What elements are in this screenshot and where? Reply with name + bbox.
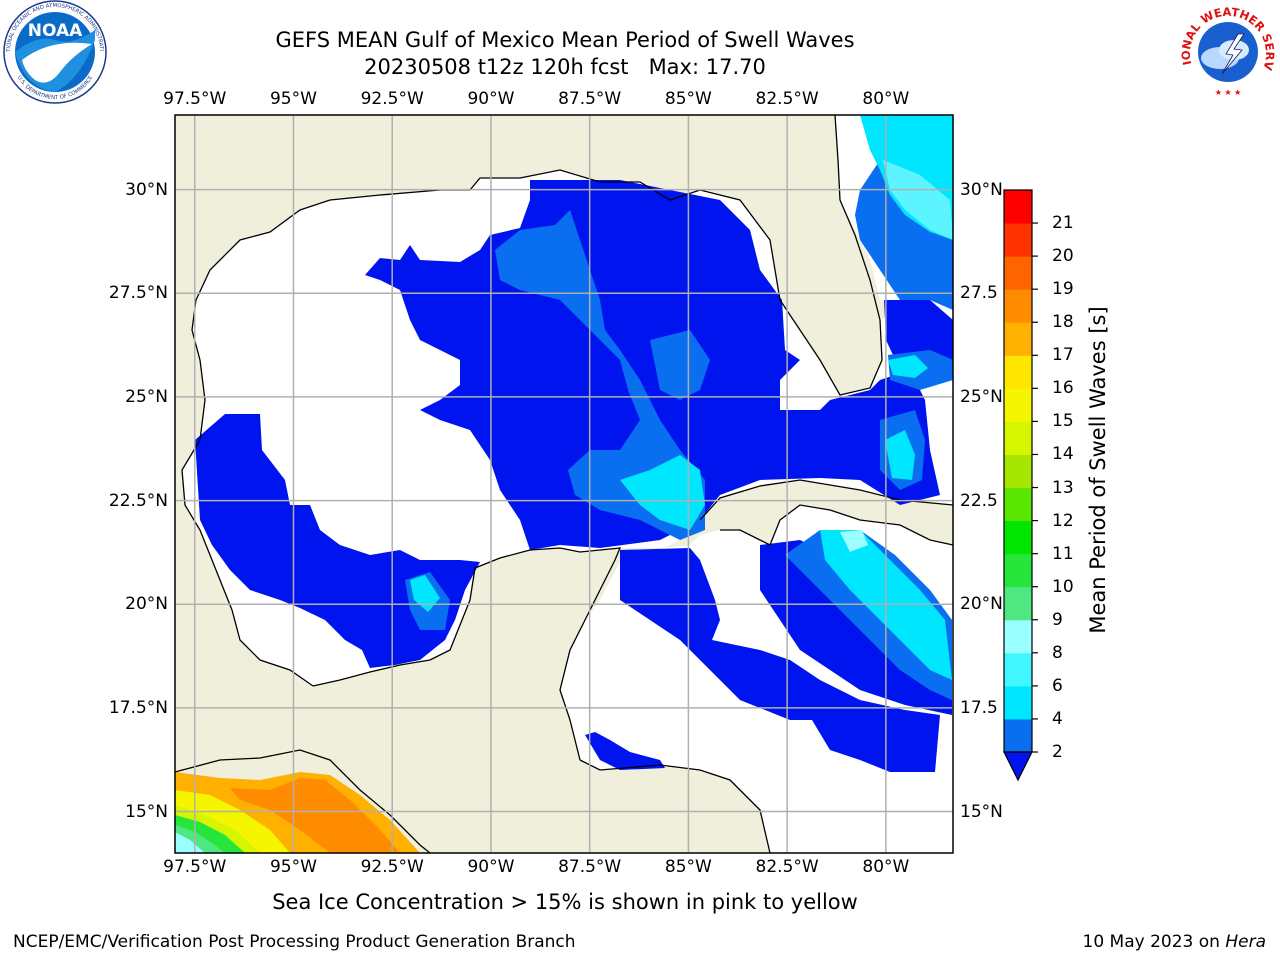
colorbar-segment xyxy=(1004,223,1032,257)
colorbar-tick-label: 4 xyxy=(1052,708,1063,729)
longitude-tick-label: 95°W xyxy=(269,89,317,109)
footer-organization: NCEP/EMC/Verification Post Processing Pr… xyxy=(13,932,576,952)
colorbar-tick-label: 21 xyxy=(1052,213,1074,234)
colorbar-tick-label: 8 xyxy=(1052,642,1063,663)
colorbar-tick-label: 6 xyxy=(1052,675,1063,696)
colorbar-tick-label: 12 xyxy=(1052,510,1074,531)
colorbar-segment xyxy=(1004,487,1032,522)
longitude-tick-label: 90°W xyxy=(467,89,515,109)
chart-title: GEFS MEAN Gulf of Mexico Mean Period of … xyxy=(275,28,855,52)
longitude-tick-label: 97.5°W xyxy=(163,857,227,877)
colorbar-tick-label: 13 xyxy=(1052,477,1074,498)
longitude-tick-label: 95°W xyxy=(269,857,317,877)
latitude-tick-label-right: 25°N xyxy=(960,386,1003,407)
footer-date: 10 May 2023 on xyxy=(1082,932,1220,952)
longitude-tick-label: 85°W xyxy=(664,857,712,877)
latitude-tick-label-left: 30°N xyxy=(125,179,168,200)
colorbar-segment xyxy=(1004,652,1032,687)
latitude-tick-label-right: 22.5 xyxy=(960,490,998,511)
longitude-tick-label: 92.5°W xyxy=(360,857,424,877)
sea-ice-note: Sea Ice Concentration > 15% is shown in … xyxy=(272,890,858,914)
colorbar-segment xyxy=(1004,421,1032,455)
latitude-tick-label-left: 17.5°N xyxy=(108,697,168,718)
nws-logo-icon: NATIONAL WEATHER SERVICE ★ ★ ★ xyxy=(1176,0,1277,99)
colorbar-segment xyxy=(1004,256,1032,290)
latitude-tick-label-left: 15°N xyxy=(125,801,168,822)
latitude-tick-label-left: 22.5°N xyxy=(108,490,168,511)
colorbar-tick-label: 20 xyxy=(1052,246,1074,267)
footer-host: Hera xyxy=(1225,932,1266,952)
noaa-logo-icon: NATIONAL OCEANIC AND ATMOSPHERIC ADMINIS… xyxy=(0,0,107,104)
longitude-tick-label: 85°W xyxy=(664,89,712,109)
pacific-swell-band xyxy=(175,772,420,853)
noaa-logo-text: NOAA xyxy=(28,21,83,41)
colorbar-extend-min xyxy=(1003,751,1033,782)
latitude-tick-label-left: 20°N xyxy=(125,594,168,615)
colorbar-tick-label: 2 xyxy=(1052,742,1063,762)
longitude-tick-label: 80°W xyxy=(862,89,910,109)
swell-period-6-9 xyxy=(840,160,953,552)
latitude-tick-label-right: 27.5 xyxy=(960,283,998,304)
latitude-tick-label-left: 27.5°N xyxy=(108,283,168,304)
colorbar-segment xyxy=(1004,619,1032,654)
colorbar-label: Mean Period of Swell Waves [s] xyxy=(1086,306,1110,634)
longitude-tick-label: 80°W xyxy=(862,857,910,877)
colorbar-segment xyxy=(1004,718,1032,753)
latitude-tick-label-left: 25°N xyxy=(125,386,168,407)
colorbar-segment xyxy=(1004,289,1032,323)
colorbar-tick-label: 14 xyxy=(1052,444,1074,465)
colorbar-tick-label: 19 xyxy=(1052,279,1074,300)
longitude-tick-label: 82.5°W xyxy=(755,857,819,877)
latitude-tick-label-right: 20°N xyxy=(960,594,1003,615)
colorbar-tick-label: 9 xyxy=(1052,609,1063,630)
svg-text:★ ★ ★: ★ ★ ★ xyxy=(1215,88,1242,97)
chart-subtitle: 20230508 t12z 120h fcst Max: 17.70 xyxy=(364,55,766,79)
colorbar-tick-label: 16 xyxy=(1052,378,1074,399)
colorbar-segment xyxy=(1004,685,1032,720)
latitude-tick-label-right: 15°N xyxy=(960,801,1003,822)
footer-date-host: 10 May 2023 on Hera xyxy=(1083,932,1267,952)
colorbar-frame xyxy=(1003,189,1033,753)
colorbar-segment xyxy=(1004,520,1032,555)
latitude-tick-label-right: 17.5 xyxy=(960,697,998,718)
longitude-tick-label: 92.5°W xyxy=(360,89,424,109)
colorbar-segment xyxy=(1004,322,1032,356)
colorbar-segment xyxy=(1004,586,1032,621)
longitude-tick-label: 87.5°W xyxy=(558,857,622,877)
gridlines xyxy=(175,115,953,853)
colorbar-tick-label: 18 xyxy=(1052,312,1074,333)
colorbar-tick-label: 15 xyxy=(1052,411,1074,432)
longitude-tick-label: 97.5°W xyxy=(163,89,227,109)
longitude-tick-label: 87.5°W xyxy=(558,89,622,109)
colorbar-segment xyxy=(1004,454,1032,489)
colorbar-tick-label: 17 xyxy=(1052,345,1074,366)
colorbar-segment xyxy=(1004,388,1032,422)
colorbar-segment xyxy=(1004,355,1032,389)
longitude-tick-label: 82.5°W xyxy=(755,89,819,109)
map-frame xyxy=(174,114,954,854)
longitude-tick-label: 90°W xyxy=(467,857,515,877)
colorbar-tick-label: 11 xyxy=(1052,543,1074,564)
colorbar-segment xyxy=(1004,553,1032,588)
colorbar-segment xyxy=(1004,190,1032,224)
latitude-tick-label-right: 30°N xyxy=(960,179,1003,200)
colorbar-tick-label: 10 xyxy=(1052,576,1074,597)
